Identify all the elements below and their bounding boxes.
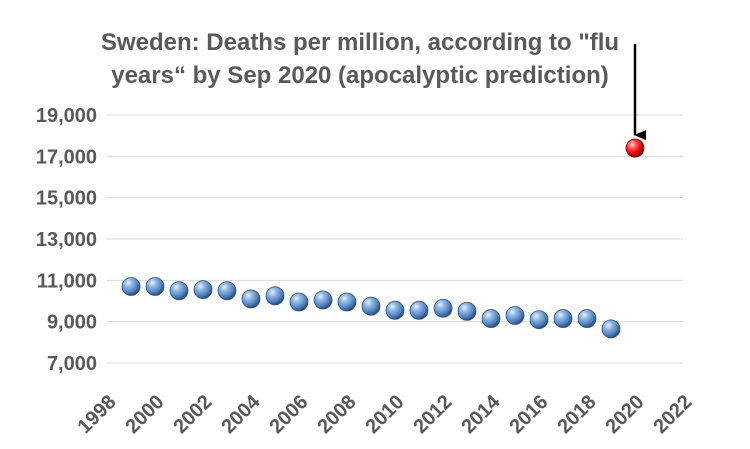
data-point-2012 [433,298,453,318]
data-point-2013 [457,301,477,321]
prediction-point-2020 [625,138,645,158]
y-axis: 7,000 9,000 11,000 13,000 15,000 17,000 19,000 [36,105,97,375]
data-point-2014 [481,309,501,328]
x-tick-label: 2012 [410,391,457,438]
x-tick-label: 2006 [266,391,313,438]
x-tick-label: 2020 [602,391,649,438]
data-points [121,138,645,339]
x-tick-label: 2004 [218,390,266,438]
x-tick-label: 2016 [506,391,553,438]
x-tick-label: 1998 [74,391,121,438]
chart-title-line-2: years“ by Sep 2020 (apocalyptic predicti… [111,62,609,89]
x-tick-label: 2000 [122,391,169,438]
data-point-2004 [241,289,261,309]
data-point-2003 [217,281,237,301]
data-point-1999 [121,277,141,296]
data-point-2018 [577,309,597,328]
y-tick-label: 17,000 [36,146,97,168]
y-tick-label: 13,000 [36,229,97,251]
y-tick-label: 11,000 [37,270,97,292]
y-tick-label: 15,000 [36,188,97,210]
data-point-2017 [553,309,573,328]
data-point-2002 [193,280,213,300]
gridlines [107,114,683,364]
x-tick-label: 2002 [170,391,217,438]
data-point-2010 [385,300,405,320]
data-point-2009 [361,296,381,316]
y-tick-label: 19,000 [36,105,97,127]
x-tick-label: 2018 [554,391,601,438]
chart-title-line-1: Sweden: Deaths per million, according to… [101,29,619,56]
data-point-2005 [265,286,285,306]
y-tick-label: 9,000 [47,312,97,334]
x-tick-label: 2008 [314,391,361,438]
data-point-2015 [505,306,525,325]
data-point-2006 [289,292,309,312]
y-tick-label: 7,000 [47,353,97,375]
data-point-2001 [169,281,189,301]
data-point-2019 [601,319,621,339]
data-point-2011 [409,300,429,320]
x-tick-label: 2014 [458,390,506,438]
x-axis: 1998 2000 2002 2004 2006 2008 2010 2012 2014 2016… [74,390,697,438]
data-point-2008 [337,292,357,312]
data-point-2016 [529,310,549,330]
x-tick-label: 2010 [362,391,409,438]
x-tick-label: 2022 [650,391,697,438]
chart-title: Sweden: Deaths per million, according to… [101,29,619,89]
data-point-2007 [313,290,333,310]
data-point-2000 [145,277,165,296]
